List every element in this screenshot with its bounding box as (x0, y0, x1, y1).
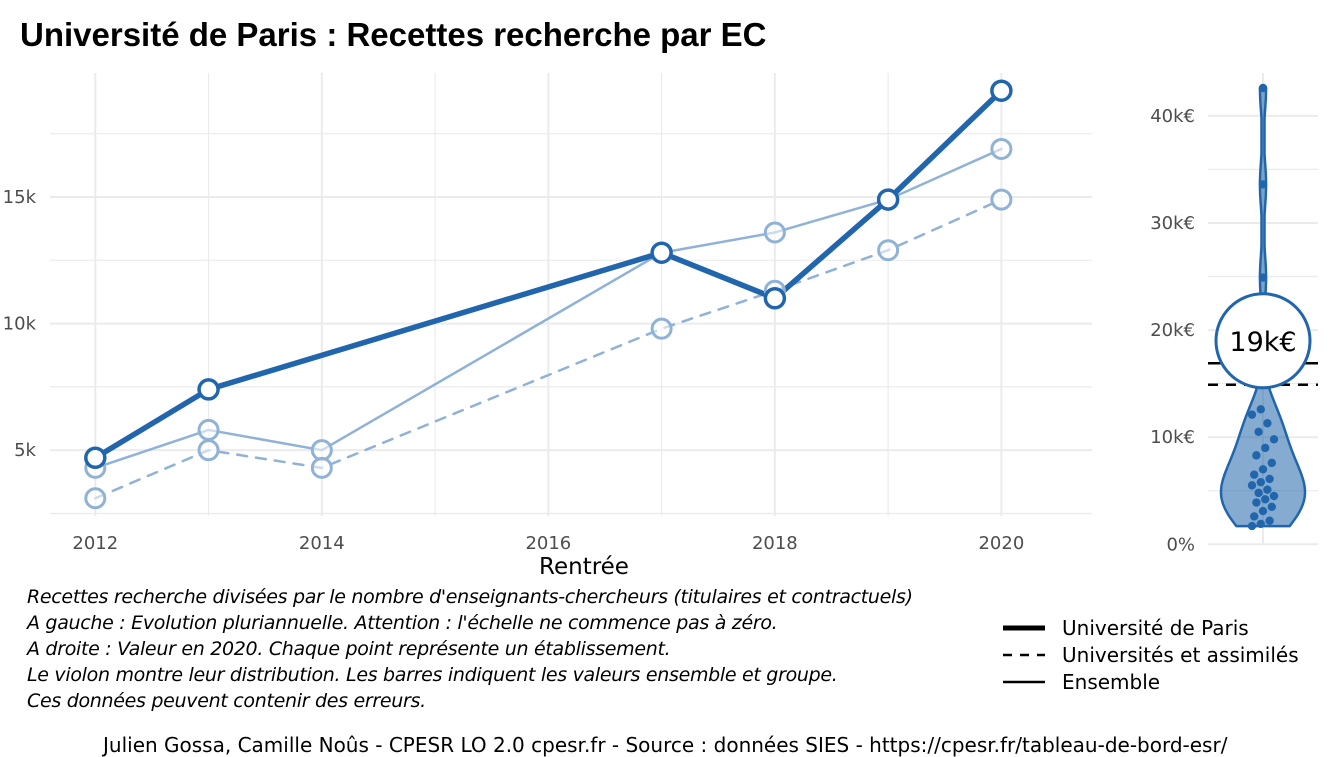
data-point (84, 446, 107, 470)
source-credit: Julien Gossa, Camille Noûs - CPESR LO 2.… (103, 733, 1228, 757)
violin-point (1261, 443, 1270, 453)
x-tick-label: 2018 (752, 533, 798, 554)
violin-point (1258, 180, 1268, 189)
chart-canvas: 2012 2014 2016 2018 2020 5k 10k 15k Rentrée 0% 10… (3, 73, 1318, 580)
violin-point (1269, 435, 1279, 444)
legend-key-dashed (1003, 653, 1045, 657)
violin-point (1265, 516, 1274, 525)
violin-plot: 19k€ (1208, 83, 1318, 531)
legend-item: Ensemble (1000, 669, 1330, 696)
x-tick-label: 2016 (525, 533, 571, 554)
caption-line: A droite : Valeur en 2020. Chaque point … (27, 638, 671, 660)
data-point (310, 439, 333, 462)
data-point (876, 188, 900, 211)
violin-point (1258, 465, 1268, 474)
data-point (763, 287, 787, 310)
violin-point (1256, 405, 1266, 414)
y-tick-label: 20k€ (1150, 320, 1195, 341)
caption-line: Recettes recherche divisées par le nombr… (27, 586, 913, 608)
violin-point (1267, 458, 1277, 468)
data-point (763, 221, 786, 244)
data-point (990, 188, 1013, 211)
y-tick-label: 30k€ (1150, 213, 1195, 234)
y-tick-label: 5k (14, 440, 36, 461)
legend-label: Universités et assimilés (1062, 643, 1299, 667)
violin-point (1252, 498, 1261, 507)
violin-point (1263, 419, 1272, 428)
y-tick-label: 10k (3, 314, 37, 335)
legend-key-solid-thin (1003, 680, 1045, 684)
legend: Université de Paris Universités et assim… (1000, 615, 1330, 696)
violin-point (1269, 491, 1279, 501)
highlight-value-label: 19k€ (1229, 327, 1296, 358)
legend-label: Ensemble (1062, 670, 1161, 694)
legend-key-solid-thick (1003, 625, 1045, 631)
data-point (310, 456, 333, 479)
highlight-bubble (1214, 292, 1312, 390)
y-tick-label: 10k€ (1150, 427, 1195, 448)
violin-point (1263, 485, 1272, 494)
data-point (990, 79, 1013, 102)
data-point (650, 317, 673, 340)
violin-point (1258, 273, 1268, 282)
caption-line: Le violon montre leur distribution. Les … (27, 664, 838, 686)
main-series (84, 79, 1013, 510)
violin-point (1247, 481, 1257, 490)
data-point (197, 418, 220, 441)
violin-point (1261, 495, 1270, 504)
violin-point (1254, 427, 1263, 437)
x-tick-label: 2012 (72, 533, 118, 554)
x-tick-label: 2020 (978, 533, 1024, 554)
violin-point (1254, 488, 1263, 498)
violin-point (1247, 521, 1257, 531)
violin-point (1256, 477, 1266, 487)
violin-point (1265, 474, 1274, 484)
data-point (990, 137, 1013, 160)
data-point (877, 239, 900, 262)
violin-point (1252, 451, 1261, 460)
y-tick-label: 15k (3, 187, 37, 208)
violin-point (1258, 83, 1268, 93)
data-point (197, 439, 220, 462)
violin-point (1267, 502, 1277, 511)
violin-point (1258, 506, 1268, 516)
violin-axis: 0% 10k€ 20k€ 30k€ 40k€ (1150, 106, 1195, 555)
violin-point (1256, 519, 1266, 529)
data-point (84, 487, 107, 510)
legend-item: Université de Paris (1000, 615, 1330, 642)
series-line (92, 87, 1005, 461)
caption-line: A gauche : Evolution pluriannuelle. Atte… (27, 612, 778, 634)
x-tick-label: 2014 (299, 533, 345, 554)
x-axis-title: Rentrée (539, 554, 629, 580)
caption-line: Ces données peuvent contenir des erreurs… (27, 690, 426, 712)
legend-item: Universités et assimilés (1000, 642, 1330, 669)
legend-label: Université de Paris (1062, 616, 1249, 640)
caption: Recettes recherche divisées par le nombr… (27, 584, 913, 714)
main-axes: 2012 2014 2016 2018 2020 5k 10k 15k Rentrée (3, 187, 1025, 580)
data-point (197, 378, 220, 401)
y-tick-label: 40k€ (1150, 106, 1195, 127)
data-point (650, 241, 673, 264)
y-tick-label: 0% (1166, 534, 1195, 555)
chart-title: Université de Paris : Recettes recherche… (20, 16, 767, 53)
violin-point (1250, 512, 1259, 521)
violin-point (1250, 470, 1259, 479)
violin-point (1247, 410, 1257, 419)
